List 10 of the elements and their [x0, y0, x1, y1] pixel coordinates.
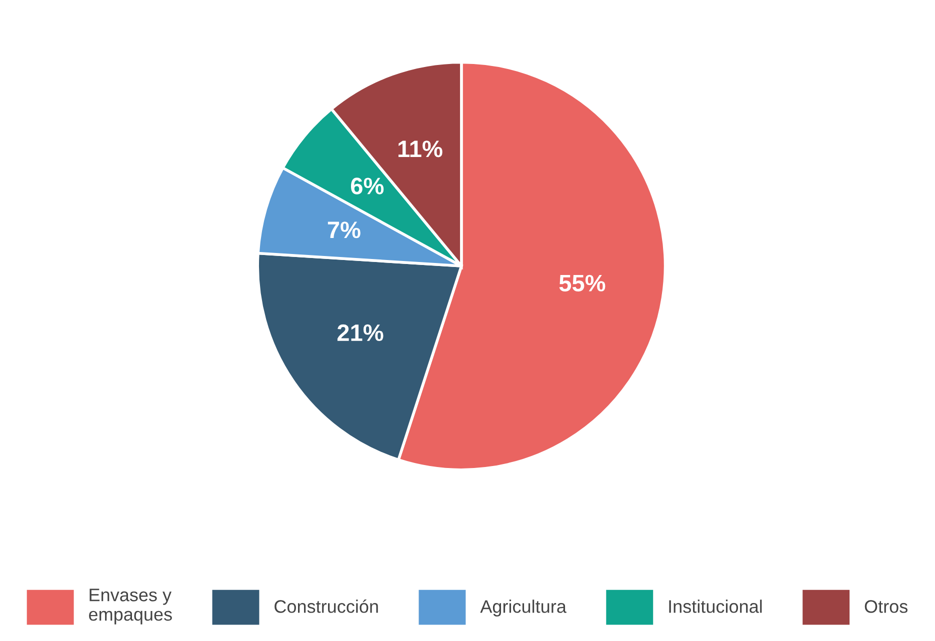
legend-label: Agricultura — [480, 600, 566, 616]
legend-label: Construcción — [274, 599, 378, 613]
data-label: 55% — [559, 274, 606, 292]
data-label: 21% — [337, 324, 384, 342]
legend-label: Otros — [864, 600, 908, 613]
legend-label: Institucional — [669, 600, 762, 613]
data-label: 6% — [350, 178, 384, 194]
legend-label: Envases y empaques — [89, 588, 172, 624]
data-label: 11% — [398, 140, 442, 158]
data-label: 7% — [328, 222, 360, 238]
